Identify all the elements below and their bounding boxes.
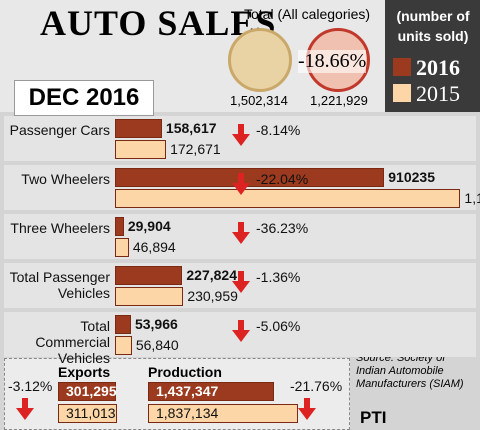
change-arrow-stem — [304, 398, 310, 408]
change-arrow — [298, 408, 316, 420]
extra-name: Exports — [58, 364, 111, 380]
category-label: Two Wheelers — [21, 171, 110, 187]
bar-label: 46,894 — [132, 239, 176, 255]
change-label: -8.14% — [256, 122, 301, 138]
source: Source: Society of Indian Automobile Man… — [356, 352, 464, 390]
extra-bar — [148, 404, 299, 423]
category-label: Three Wheelers — [10, 220, 110, 236]
change-arrow — [232, 281, 250, 293]
bar — [115, 217, 124, 236]
bar — [115, 238, 129, 257]
title: AUTO SALES — [40, 3, 277, 43]
legend-swatch — [393, 84, 411, 102]
wheel-icon — [228, 28, 292, 92]
change-arrow-stem — [238, 173, 244, 183]
legend-label: 2016 — [416, 55, 460, 80]
extra-bar — [58, 404, 117, 423]
change-arrow — [232, 232, 250, 244]
category-label: Total Commercial Vehicles — [35, 318, 110, 366]
change-arrow-stem — [238, 271, 244, 281]
change-arrow-stem — [22, 398, 28, 408]
bar-label: 230,959 — [187, 288, 238, 304]
change-label: -1.36% — [256, 269, 301, 285]
change-arrow — [232, 183, 250, 195]
change-arrow-stem — [238, 320, 244, 330]
bar — [115, 266, 183, 285]
bar-label: 172,671 — [170, 141, 221, 157]
change-arrow — [232, 134, 250, 146]
totals-label: Total (All calegories) — [244, 6, 371, 22]
total-2016: 1,502,314 — [230, 93, 288, 108]
change-label: -22.04% — [256, 171, 309, 187]
change-arrow — [232, 330, 250, 342]
subtitle: DEC 2016 — [14, 80, 154, 116]
legend-label: 2015 — [416, 81, 460, 106]
bar-label: 53,966 — [134, 316, 178, 332]
category-label: Passenger Cars — [9, 122, 110, 138]
bar-label: 56,840 — [135, 337, 179, 353]
bar-label: 227,824 — [186, 267, 237, 283]
extra-bar-label: 1,837,134 — [156, 405, 219, 421]
extra-bar — [148, 382, 275, 401]
extra-bar-label: 1,437,347 — [156, 383, 219, 399]
bar — [115, 119, 162, 138]
change-label: -36.23% — [256, 220, 309, 236]
change-arrow-stem — [238, 222, 244, 232]
bar — [115, 336, 132, 355]
credit: PTI GRAPHICS — [360, 408, 450, 430]
extra-change: -3.12% — [8, 378, 53, 394]
bar-label: 29,904 — [127, 218, 171, 234]
totals-change: -18.66% — [298, 50, 367, 73]
bar-label: 910235 — [388, 169, 435, 185]
change-arrow-stem — [238, 124, 244, 134]
bar — [115, 315, 131, 334]
change-label: -5.06% — [256, 318, 301, 334]
bar — [115, 287, 184, 306]
bar-label: 1,167,621 — [464, 190, 480, 206]
extra-change: -21.76% — [290, 378, 343, 394]
bar — [115, 140, 167, 159]
extra-bar-label: 301,295 — [66, 383, 117, 399]
extra-bar-label: 311,013 — [66, 405, 116, 421]
legend-title: (number of units sold) — [396, 8, 470, 44]
change-arrow — [16, 408, 34, 420]
total-2015: 1,221,929 — [310, 93, 368, 108]
category-label: Total Passenger Vehicles — [9, 269, 110, 301]
extra-name: Production — [148, 364, 222, 380]
bar — [115, 189, 461, 208]
bar-label: 158,617 — [165, 120, 217, 136]
extra-bar — [58, 382, 117, 401]
legend-swatch — [393, 58, 411, 76]
